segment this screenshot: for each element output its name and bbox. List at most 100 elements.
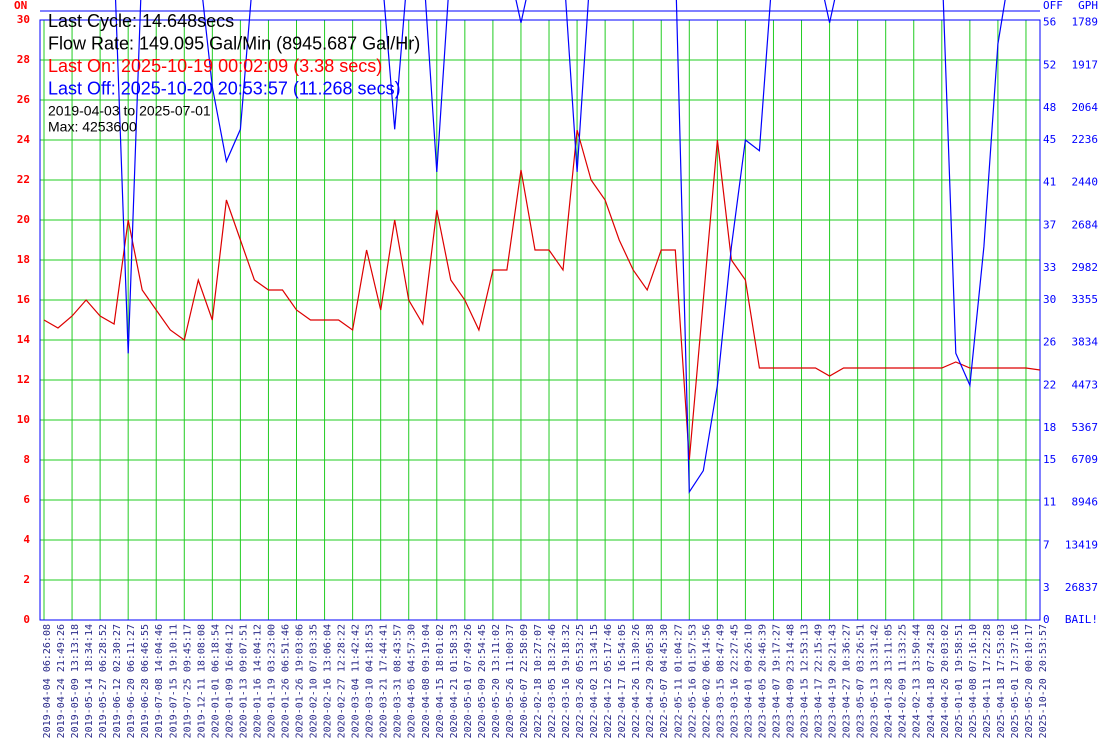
x-tick-label: 2020-01-09 16:04:12 bbox=[224, 624, 235, 738]
gph-tick-label: 1917 bbox=[1072, 58, 1099, 71]
x-tick-label: 2020-01-01 06:18:54 bbox=[210, 624, 221, 738]
x-tick-label: 2020-05-20 13:11:02 bbox=[491, 624, 502, 738]
x-tick-label: 2022-04-02 13:34:15 bbox=[589, 624, 600, 738]
x-tick-label: 2024-02-13 13:50:44 bbox=[912, 624, 923, 738]
x-tick-label: 2020-03-10 04:18:53 bbox=[365, 624, 376, 738]
gph-tick-label: 2684 bbox=[1072, 218, 1099, 231]
x-tick-label: 2024-01-28 13:11:05 bbox=[884, 624, 895, 738]
gph-tick-label: 5367 bbox=[1072, 421, 1099, 434]
y-tick-label: 18 bbox=[17, 253, 30, 266]
gph-tick-label: 1789 bbox=[1072, 16, 1099, 29]
x-tick-label: 2022-05-07 04:45:30 bbox=[659, 624, 670, 738]
info-text: Flow Rate: 149.095 Gal/Min (8945.687 Gal… bbox=[48, 33, 420, 53]
x-tick-label: 2023-04-09 23:14:48 bbox=[785, 624, 796, 738]
y2-tick-label: 56 bbox=[1043, 16, 1056, 29]
x-tick-label: 2019-06-20 06:11:27 bbox=[126, 624, 137, 738]
y-tick-label: 10 bbox=[17, 413, 30, 426]
x-tick-label: 2020-05-01 07:49:26 bbox=[463, 624, 474, 738]
info-text: Last On: 2025-10-19 00:02:09 (3.38 secs) bbox=[48, 56, 382, 76]
x-tick-label: 2023-04-15 12:53:13 bbox=[800, 624, 811, 738]
x-tick-label: 2022-05-16 01:57:53 bbox=[687, 624, 698, 738]
y-tick-label: 24 bbox=[17, 133, 31, 146]
x-tick-label: 2019-05-09 13:13:18 bbox=[70, 624, 81, 738]
y2-tick-label: 33 bbox=[1043, 261, 1056, 274]
x-tick-label: 2019-06-28 06:46:55 bbox=[140, 624, 151, 738]
x-tick-label: 2020-04-05 04:57:30 bbox=[407, 624, 418, 738]
x-tick-label: 2022-04-29 20:05:38 bbox=[645, 624, 656, 738]
x-tick-label: 2022-03-16 19:18:32 bbox=[561, 624, 572, 738]
x-tick-label: 2019-06-12 02:30:27 bbox=[112, 624, 123, 738]
x-tick-label: 2022-02-18 10:27:07 bbox=[533, 624, 544, 738]
gph-tick-label: 2064 bbox=[1072, 101, 1099, 114]
y2-tick-label: 0 bbox=[1043, 613, 1050, 626]
y-axis-label: ON bbox=[14, 0, 27, 12]
x-tick-label: 2020-02-27 12:28:22 bbox=[337, 624, 348, 738]
x-tick-label: 2020-01-19 03:23:00 bbox=[266, 624, 277, 738]
y-tick-label: 30 bbox=[17, 13, 30, 26]
x-tick-label: 2020-03-31 08:43:57 bbox=[393, 624, 404, 738]
x-tick-label: 2022-04-17 16:54:05 bbox=[617, 624, 628, 738]
y-tick-label: 6 bbox=[23, 493, 30, 506]
y2-tick-label: 41 bbox=[1043, 176, 1056, 189]
y2-tick-label: 18 bbox=[1043, 421, 1056, 434]
x-tick-label: 2020-01-26 19:03:06 bbox=[295, 624, 306, 738]
x-tick-label: 2022-03-05 18:32:46 bbox=[547, 624, 558, 738]
y-tick-label: 26 bbox=[17, 93, 31, 106]
x-tick-label: 2023-03-15 08:47:49 bbox=[715, 624, 726, 738]
x-tick-label: 2020-04-15 18:01:02 bbox=[435, 624, 446, 738]
x-tick-label: 2022-04-26 11:30:26 bbox=[631, 624, 642, 738]
y-tick-label: 20 bbox=[17, 213, 30, 226]
y-tick-label: 4 bbox=[23, 533, 30, 546]
x-tick-label: 2022-05-11 01:04:27 bbox=[673, 624, 684, 738]
y2-tick-label: 7 bbox=[1043, 538, 1050, 551]
info-text: Max: 4253600 bbox=[48, 119, 137, 135]
x-tick-label: 2025-04-18 17:53:03 bbox=[996, 624, 1007, 738]
gph-tick-label: 3355 bbox=[1072, 293, 1099, 306]
x-tick-label: 2023-05-07 03:26:51 bbox=[856, 624, 867, 738]
y2-tick-label: 22 bbox=[1043, 378, 1056, 391]
info-text: Last Cycle: 14.648secs bbox=[48, 11, 234, 31]
x-tick-label: 2020-05-09 20:54:45 bbox=[477, 624, 488, 738]
x-tick-label: 2020-01-13 09:07:51 bbox=[238, 624, 249, 738]
x-tick-label: 2020-02-16 13:06:04 bbox=[323, 624, 334, 738]
y2-tick-label: 30 bbox=[1043, 293, 1056, 306]
info-text: Last Off: 2025-10-20 20:53:57 (11.268 se… bbox=[48, 78, 401, 98]
x-tick-label: 2023-03-16 22:27:45 bbox=[729, 624, 740, 738]
x-tick-label: 2025-01-01 19:58:51 bbox=[954, 624, 965, 738]
x-tick-label: 2024-04-18 07:24:28 bbox=[926, 624, 937, 738]
y2-tick-label: 37 bbox=[1043, 218, 1056, 231]
x-tick-label: 2019-07-15 19:10:11 bbox=[168, 624, 179, 738]
gph-tick-label: 3834 bbox=[1072, 336, 1099, 349]
x-tick-label: 2020-02-10 07:03:35 bbox=[309, 624, 320, 738]
gph-tick-label: BAIL! bbox=[1065, 613, 1098, 626]
x-tick-label: 2025-04-08 07:16:10 bbox=[968, 624, 979, 738]
gph-tick-label: 26837 bbox=[1065, 581, 1098, 594]
x-tick-label: 2020-03-21 17:44:41 bbox=[379, 624, 390, 738]
x-tick-label: 2023-04-01 09:26:10 bbox=[743, 624, 754, 738]
x-tick-label: 2024-04-26 20:03:02 bbox=[940, 624, 951, 738]
x-tick-label: 2020-06-07 22:58:09 bbox=[519, 624, 530, 738]
y2-tick-label: 11 bbox=[1043, 496, 1056, 509]
y2-tick-label: 52 bbox=[1043, 58, 1056, 71]
y-tick-label: 2 bbox=[23, 573, 30, 586]
x-tick-label: 2020-05-26 11:00:37 bbox=[505, 624, 516, 738]
y-tick-label: 28 bbox=[17, 53, 30, 66]
y2-tick-label: 3 bbox=[1043, 581, 1050, 594]
x-tick-label: 2022-04-12 05:17:46 bbox=[603, 624, 614, 738]
x-tick-label: 2020-01-16 14:04:12 bbox=[252, 624, 263, 738]
y2-axis-label: OFF bbox=[1043, 0, 1063, 12]
y2-tick-label: 15 bbox=[1043, 453, 1056, 466]
y2-tick-label: 26 bbox=[1043, 336, 1056, 349]
gph-tick-label: 2236 bbox=[1072, 133, 1099, 146]
y-tick-label: 16 bbox=[17, 293, 31, 306]
x-tick-label: 2023-04-27 10:36:27 bbox=[842, 624, 853, 738]
x-tick-label: 2024-02-09 11:33:25 bbox=[898, 624, 909, 738]
x-tick-label: 2025-05-01 17:37:16 bbox=[1010, 624, 1021, 738]
x-tick-label: 2025-04-11 17:22:28 bbox=[982, 624, 993, 738]
y-tick-label: 12 bbox=[17, 373, 30, 386]
x-tick-label: 2022-06-02 06:14:56 bbox=[701, 624, 712, 738]
x-tick-label: 2023-04-17 22:15:49 bbox=[814, 624, 825, 738]
gph-tick-label: 4473 bbox=[1072, 378, 1099, 391]
